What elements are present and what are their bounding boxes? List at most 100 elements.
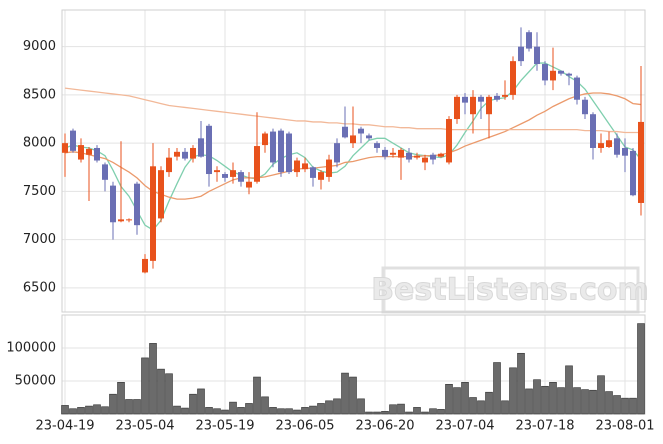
candle-body <box>478 96 484 102</box>
candle-body <box>398 149 404 158</box>
x-tick-label: 23-08-01 <box>595 419 654 434</box>
y-tick-label: 50000 <box>15 374 56 389</box>
volume-bar <box>365 411 373 415</box>
volume-bar <box>589 389 597 415</box>
volume-bar <box>501 400 509 415</box>
candle-body <box>454 96 460 120</box>
volume-bar <box>237 407 245 415</box>
volume-bar <box>221 409 229 415</box>
watermark: BestListens.com <box>371 273 649 308</box>
volume-bar <box>349 376 357 415</box>
volume-bar <box>613 395 621 415</box>
volume-bar <box>133 399 141 415</box>
candle-body <box>286 133 292 173</box>
panel-frame <box>61 9 646 313</box>
candle-body <box>94 147 100 161</box>
volume-bar <box>205 407 213 415</box>
volume-bar <box>621 397 629 415</box>
volume-bar <box>317 403 325 415</box>
candle-body <box>270 131 276 163</box>
candle-body <box>494 95 500 100</box>
candle-body <box>302 163 308 170</box>
volume-bar <box>69 408 77 415</box>
candle-body <box>622 147 628 156</box>
volume-bar <box>277 408 285 415</box>
candle-body <box>102 164 108 180</box>
volume-bar <box>573 387 581 415</box>
candle-body <box>566 73 572 76</box>
candle-body <box>358 128 364 134</box>
volume-bar <box>525 388 533 415</box>
candle-body <box>526 32 532 49</box>
candle-body <box>198 138 204 157</box>
candle-body <box>174 151 180 157</box>
candle-body <box>70 130 76 151</box>
y-tick-label: 7000 <box>23 232 56 247</box>
candle-body <box>182 151 188 159</box>
x-tick-label: 23-06-20 <box>355 419 414 434</box>
volume-bar <box>429 408 437 415</box>
x-tick-label: 23-05-19 <box>195 419 254 434</box>
candle-body <box>606 140 612 148</box>
candle-body <box>510 61 516 95</box>
candle-body <box>110 185 116 223</box>
y-tick-label: 8000 <box>23 136 56 151</box>
candle-body <box>486 96 492 115</box>
candle-body <box>118 219 124 222</box>
candle-body <box>438 153 444 157</box>
volume-bar <box>397 403 405 415</box>
volume-bar <box>253 376 261 415</box>
volume-bar <box>373 411 381 415</box>
volume-bar <box>213 408 221 415</box>
volume-bar <box>557 387 565 415</box>
volume-bar <box>85 405 93 415</box>
volume-bar <box>357 398 365 415</box>
volume-bar <box>245 403 253 415</box>
x-tick-label: 23-06-05 <box>275 419 334 434</box>
volume-bar <box>77 407 85 415</box>
volume-bar <box>141 357 149 415</box>
volume-bar <box>93 404 101 415</box>
candle-body <box>382 149 388 157</box>
candle-body <box>222 174 228 178</box>
volume-bar <box>165 373 173 415</box>
volume-bar <box>565 365 573 415</box>
volume-bar <box>637 323 645 415</box>
candle-body <box>374 143 380 148</box>
volume-bar <box>445 383 453 415</box>
candle-body <box>630 150 636 196</box>
volume-bar <box>533 379 541 415</box>
volume-bar <box>269 407 277 415</box>
candle-body <box>614 138 620 155</box>
volume-bar <box>469 397 477 415</box>
candle-body <box>190 147 196 159</box>
volume-bar <box>453 387 461 415</box>
volume-bar <box>109 393 117 415</box>
candle-body <box>582 99 588 115</box>
volume-bar <box>509 367 517 415</box>
candle-body <box>542 64 548 81</box>
volume-bar <box>581 389 589 415</box>
candle-body <box>534 46 540 65</box>
candle-body <box>246 181 252 188</box>
volume-bar <box>461 382 469 415</box>
candle-body <box>206 125 212 175</box>
candle-body <box>590 114 596 148</box>
candle-body <box>78 145 84 160</box>
y-tick-label: 7500 <box>23 184 56 199</box>
candle-body <box>150 166 156 261</box>
volume-bar <box>117 382 125 415</box>
volume-bar <box>405 411 413 415</box>
candle-body <box>62 143 68 153</box>
volume-bar <box>261 396 269 415</box>
volume-bar <box>173 405 181 415</box>
candle-body <box>638 121 644 203</box>
candle-body <box>550 70 556 81</box>
candle-body <box>422 157 428 163</box>
candle-body <box>142 258 148 273</box>
volume-bar <box>125 399 133 415</box>
candle-body <box>558 70 564 74</box>
y-tick-label: 6500 <box>23 280 56 295</box>
candle-body <box>310 167 316 178</box>
volume-bar <box>333 398 341 415</box>
